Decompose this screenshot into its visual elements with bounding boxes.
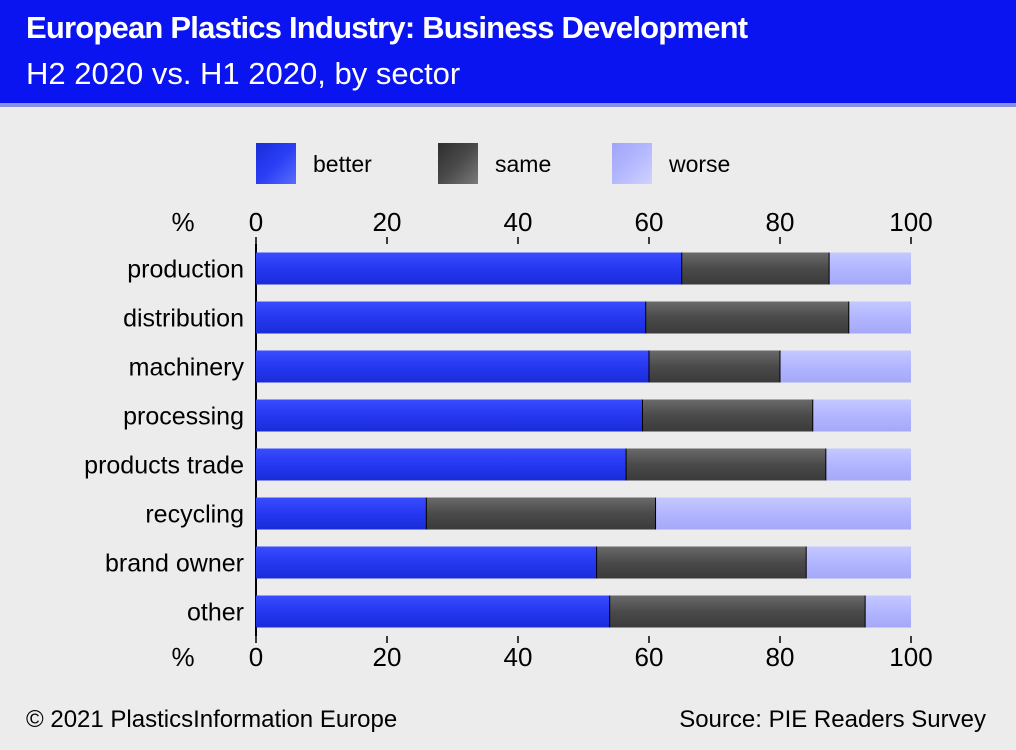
legend-swatch-better	[256, 143, 296, 184]
bar-same	[609, 595, 866, 628]
bar-worse	[780, 350, 911, 383]
bar-better	[256, 399, 643, 432]
bar-same	[642, 399, 813, 432]
bar-same	[649, 350, 780, 383]
category-label: other	[187, 599, 244, 627]
bars: production distribution machinery processin…	[84, 252, 911, 628]
bar-worse	[829, 252, 911, 285]
bar-same	[426, 497, 656, 530]
bar-better	[256, 595, 610, 628]
top-tick-label: 20	[373, 207, 402, 237]
top-tick-label: 40	[504, 207, 533, 237]
bar-better	[256, 252, 682, 285]
bar-worse	[865, 595, 911, 628]
bottom-tick-label: 0	[249, 642, 263, 672]
header-banner: European Plastics Industry: Business Dev…	[0, 0, 1016, 103]
top-tick-label: 80	[766, 207, 795, 237]
bottom-tick-label: 80	[766, 642, 795, 672]
chart-subtitle: H2 2020 vs. H1 2020, by sector	[26, 56, 461, 91]
bottom-tick-label: 40	[504, 642, 533, 672]
legend-label-better: better	[313, 151, 372, 177]
top-unit-label: %	[171, 207, 194, 237]
bar-better	[256, 448, 627, 481]
top-tick-label: 60	[635, 207, 664, 237]
bar-better	[256, 350, 649, 383]
category-label: machinery	[129, 354, 245, 382]
category-label: distribution	[123, 305, 244, 333]
copyright-text: © 2021 PlasticsInformation Europe	[26, 706, 398, 733]
category-label: recycling	[145, 501, 244, 529]
legend: better same worse	[256, 143, 730, 184]
top-tick-label: 0	[249, 207, 263, 237]
bar-same	[645, 301, 849, 334]
category-label: products trade	[84, 452, 244, 480]
bottom-tick-label: 20	[373, 642, 402, 672]
category-label: brand owner	[105, 550, 244, 578]
category-label: processing	[123, 403, 244, 431]
legend-swatch-same	[438, 143, 478, 184]
legend-swatch-worse	[612, 143, 652, 184]
chart-title: European Plastics Industry: Business Dev…	[26, 10, 748, 45]
bottom-tick-label: 100	[889, 642, 932, 672]
legend-label-same: same	[495, 151, 551, 177]
bar-better	[256, 301, 646, 334]
bottom-unit-label: %	[171, 642, 194, 672]
top-tick-label: 100	[889, 207, 932, 237]
bar-worse	[655, 497, 911, 530]
header-rule	[0, 103, 1016, 107]
bar-same	[681, 252, 830, 285]
category-label: production	[127, 256, 244, 284]
bar-worse	[812, 399, 911, 432]
legend-label-worse: worse	[668, 151, 730, 177]
bottom-tick-label: 60	[635, 642, 664, 672]
bar-same	[596, 546, 807, 579]
bar-worse	[806, 546, 911, 579]
source-text: Source: PIE Readers Survey	[679, 706, 986, 733]
bar-worse	[848, 301, 911, 334]
bar-worse	[825, 448, 911, 481]
bar-same	[626, 448, 826, 481]
bar-better	[256, 546, 597, 579]
bar-better	[256, 497, 427, 530]
